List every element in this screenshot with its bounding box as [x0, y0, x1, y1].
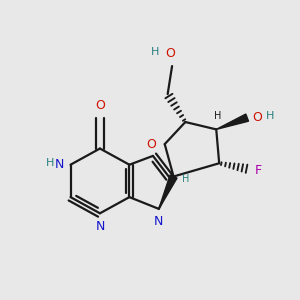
Text: N: N [154, 215, 164, 228]
Polygon shape [159, 175, 177, 209]
Text: H: H [266, 111, 274, 121]
Text: O: O [253, 111, 262, 124]
Text: O: O [166, 46, 176, 60]
Text: N: N [95, 220, 105, 233]
Text: H: H [46, 158, 54, 168]
Text: O: O [147, 138, 157, 151]
Text: O: O [95, 99, 105, 112]
Polygon shape [216, 114, 248, 129]
Text: H: H [182, 174, 189, 184]
Text: F: F [255, 164, 262, 177]
Text: H: H [151, 47, 160, 57]
Text: H: H [214, 111, 221, 121]
Text: N: N [145, 139, 155, 152]
Text: N: N [55, 158, 64, 171]
